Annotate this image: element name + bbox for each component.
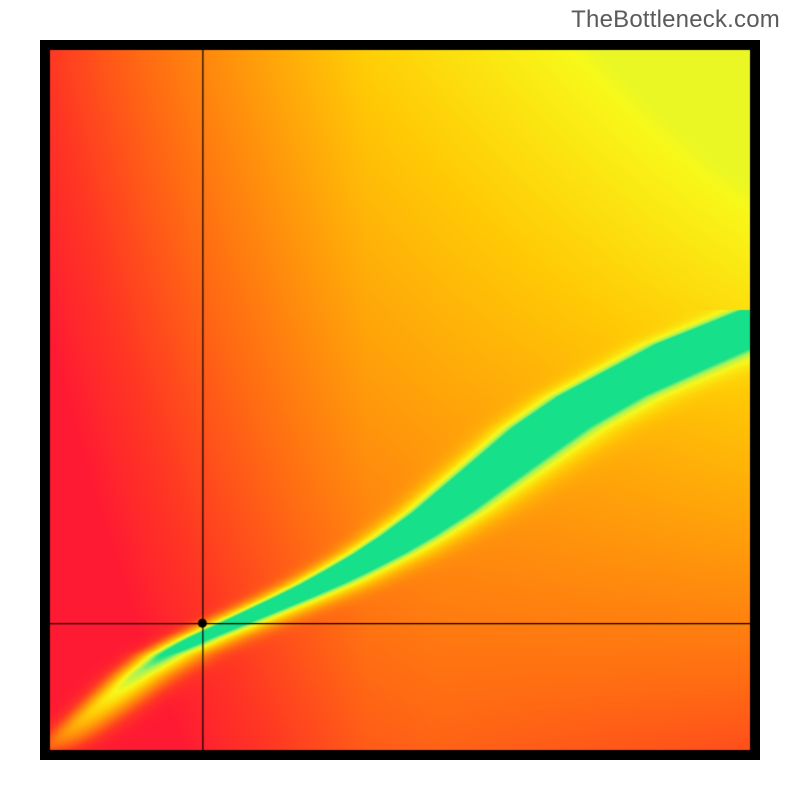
watermark-text: TheBottleneck.com xyxy=(571,6,780,34)
heatmap-plot xyxy=(40,40,760,760)
chart-container: TheBottleneck.com xyxy=(0,0,800,800)
heatmap-canvas xyxy=(40,40,760,760)
